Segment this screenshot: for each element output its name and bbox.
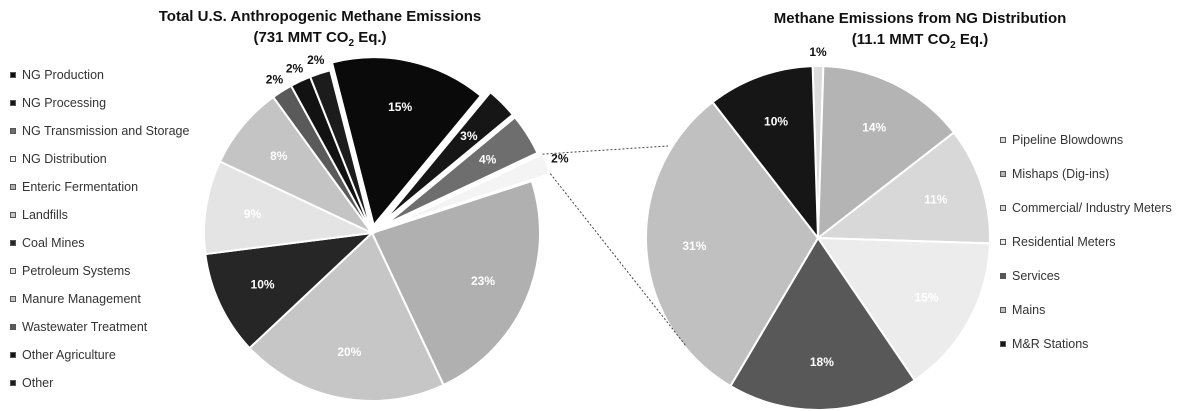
pie-0-label-other-agriculture: 2% — [286, 61, 304, 75]
pie-0-slice-ng-transmission-and-storage — [384, 115, 539, 226]
legend-1-item-mishaps-dig-ins: Mishaps (Dig-ins) — [1000, 167, 1109, 181]
legend-0-item-ng-production: NG Production — [10, 68, 104, 82]
left-chart-title: Total U.S. Anthropogenic Methane Emissio… — [60, 6, 580, 54]
legend-1-item-services: Services — [1000, 269, 1060, 283]
legend-0-item-enteric-fermentation: Enteric Fermentation — [10, 180, 138, 194]
pie-0-label-coal-mines: 10% — [251, 278, 275, 292]
legend-1-label-pipeline-blowdowns: Pipeline Blowdowns — [1012, 133, 1124, 147]
right-chart-title: Methane Emissions from NG Distribution (… — [700, 8, 1140, 56]
pie-0-label-manure-management: 8% — [270, 149, 288, 163]
legend-0-label-petroleum-systems: Petroleum Systems — [22, 264, 131, 278]
legend-1-item-commercial-industry-meters: Commercial/ Industry Meters — [1000, 201, 1172, 215]
legend-0-swatch-ng-processing — [10, 100, 16, 106]
legend-0-swatch-coal-mines — [10, 240, 16, 246]
legend-1-swatch-commercial-industry-meters — [1000, 205, 1006, 211]
legend-0-swatch-ng-distribution — [10, 156, 16, 162]
pie-1-slice-mains — [645, 100, 820, 388]
connector-line-top — [542, 145, 669, 155]
legend-0-item-manure-management: Manure Management — [10, 292, 141, 306]
legend-1-label-commercial-industry-meters: Commercial/ Industry Meters — [1012, 201, 1172, 215]
legend-0-swatch-wastewater-treatment — [10, 324, 16, 330]
legend-0-item-wastewater-treatment: Wastewater Treatment — [10, 320, 147, 334]
legend-1-label-m-r-stations: M&R Stations — [1012, 337, 1089, 351]
legend-1-label-mishaps-dig-ins: Mishaps (Dig-ins) — [1012, 167, 1110, 181]
legend-0-label-ng-transmission-and-storage: NG Transmission and Storage — [22, 124, 190, 138]
pie-1-label-mishaps-dig-ins: 14% — [862, 121, 886, 135]
pie-1-label-commercial-industry-meters: 11% — [924, 193, 948, 207]
pie-0-label-petroleum-systems: 9% — [244, 207, 262, 221]
pie-0-label-landfills: 20% — [337, 345, 361, 359]
legend-0-item-petroleum-systems: Petroleum Systems — [10, 264, 130, 278]
legend-0-swatch-other-agriculture — [10, 352, 16, 358]
legend-1-swatch-mishaps-dig-ins — [1000, 171, 1006, 177]
pie-1-slice-services — [729, 236, 917, 411]
legend-0-label-coal-mines: Coal Mines — [22, 236, 85, 250]
legend-1-swatch-mains — [1000, 307, 1006, 313]
left-chart-title-text: Total U.S. Anthropogenic Methane Emissio… — [158, 8, 482, 25]
pie-1-slice-commercial-industry-meters — [815, 131, 991, 245]
pie-1-slice-m-r-stations — [711, 65, 820, 242]
legend-0-swatch-ng-production — [10, 72, 16, 78]
legend-0-item-other-agriculture: Other Agriculture — [10, 348, 116, 362]
pie-0-label-ng-distribution: 2% — [551, 152, 569, 166]
legend-1-item-pipeline-blowdowns: Pipeline Blowdowns — [1000, 133, 1123, 147]
right-chart-subtitle: (11.1 MMT CO2 Eq.) — [851, 31, 989, 51]
legend-0-label-other-agriculture: Other Agriculture — [22, 348, 116, 362]
legend-0-label-other: Other — [22, 376, 54, 390]
pie-1-label-pipeline-blowdowns: 1% — [809, 45, 827, 59]
legend-0-label-wastewater-treatment: Wastewater Treatment — [22, 320, 148, 334]
pie-0-slice-landfills — [248, 231, 445, 402]
legend-0-swatch-other — [10, 380, 16, 386]
legend-0-label-ng-processing: NG Processing — [22, 96, 107, 110]
pie-0-slice-ng-processing — [382, 90, 515, 223]
legend-0-item-ng-distribution: NG Distribution — [10, 152, 107, 166]
left-chart-subtitle: (731 MMT CO2 Eq.) — [253, 29, 387, 49]
legend-0-label-enteric-fermentation: Enteric Fermentation — [22, 180, 139, 194]
legend-0-swatch-enteric-fermentation — [10, 184, 16, 190]
pie-1-slice-mishaps-dig-ins — [816, 65, 956, 241]
legend-0-swatch-ng-transmission-and-storage — [10, 128, 16, 134]
legend-1-swatch-pipeline-blowdowns — [1000, 137, 1006, 143]
pie-1-label-mains: 31% — [682, 239, 706, 253]
pie-1-label-residential-meters: 15% — [915, 291, 939, 305]
pie-0-label-ng-processing: 3% — [460, 129, 478, 143]
legend-1-label-services: Services — [1012, 269, 1060, 283]
pie-1-label-services: 18% — [810, 355, 834, 369]
legend-1-item-m-r-stations: M&R Stations — [1000, 337, 1088, 351]
pie-0-slice-petroleum-systems — [203, 160, 376, 256]
legend-0-swatch-manure-management — [10, 296, 16, 302]
legend-1-label-residential-meters: Residential Meters — [1012, 235, 1116, 249]
legend-0-label-ng-production: NG Production — [22, 68, 104, 82]
right-chart-title-text: Methane Emissions from NG Distribution — [773, 10, 1067, 27]
legend-0-item-ng-processing: NG Processing — [10, 96, 106, 110]
legend-0-item-ng-transmission-and-storage: NG Transmission and Storage — [10, 124, 189, 138]
legend-0-item-other: Other — [10, 376, 53, 390]
pie-0-label-ng-transmission-and-storage: 4% — [479, 153, 497, 167]
legend-1-item-mains: Mains — [1000, 303, 1045, 317]
pie-0-label-ng-production: 15% — [388, 100, 412, 114]
pie-0-slice-enteric-fermentation — [370, 179, 541, 387]
pie-0-label-enteric-fermentation: 23% — [471, 274, 495, 288]
legend-0-item-landfills: Landfills — [10, 208, 68, 222]
pie-0-slice-other — [308, 69, 373, 234]
legend-1-label-mains: Mains — [1012, 303, 1046, 317]
legend-0-item-coal-mines: Coal Mines — [10, 236, 85, 250]
pie-0-label-other: 2% — [307, 53, 325, 67]
legend-1-item-residential-meters: Residential Meters — [1000, 235, 1116, 249]
pie-1-slice-residential-meters — [816, 236, 991, 382]
legend-0-swatch-petroleum-systems — [10, 268, 16, 274]
legend-0-label-manure-management: Manure Management — [22, 292, 141, 306]
pie-1-label-m-r-stations: 10% — [764, 114, 788, 128]
legend-1-swatch-services — [1000, 273, 1006, 279]
legend-1-swatch-residential-meters — [1000, 239, 1006, 245]
connector-line-bottom — [549, 173, 687, 347]
legend-0-label-ng-distribution: NG Distribution — [22, 152, 107, 166]
legend-0-swatch-landfills — [10, 212, 16, 218]
pie-0-slice-coal-mines — [204, 231, 375, 350]
legend-1-swatch-m-r-stations — [1000, 341, 1006, 347]
legend-0-label-landfills: Landfills — [22, 208, 68, 222]
pie-0-label-wastewater-treatment: 2% — [266, 72, 284, 86]
pie-0-slice-ng-production — [330, 56, 483, 228]
